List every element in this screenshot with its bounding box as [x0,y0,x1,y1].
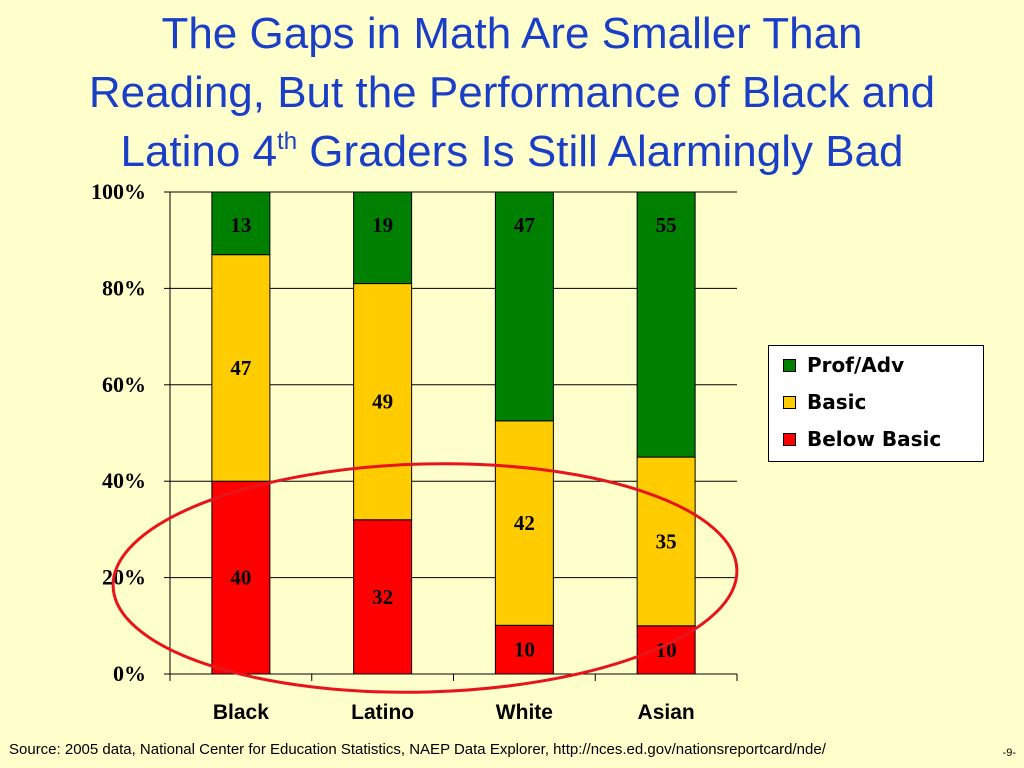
bar-segment-prof-adv [636,191,696,458]
legend-label: Prof/Adv [807,353,905,377]
title-line-1: The Gaps in Math Are Smaller Than [161,9,863,58]
data-label: 42 [514,511,535,535]
data-label: 35 [656,529,677,553]
legend-label: Below Basic [807,427,942,451]
x-category-label: Latino [351,701,414,724]
legend-swatch [783,433,796,446]
bar-segment-below-basic [353,519,413,675]
y-tick-label: 20% [102,565,146,590]
data-label: 47 [514,213,535,237]
data-label: 13 [230,213,251,237]
bar-segment-prof-adv [211,191,271,256]
chart-legend: Prof/Adv Basic Below Basic [768,345,984,462]
title-line-3: Latino 4th Graders Is Still Alarmingly B… [120,127,904,176]
legend-swatch [783,396,796,409]
axes: 0% 20% 40% 60% 80% 100% Black Latino White Asian [91,179,738,724]
data-label: 49 [372,390,393,414]
y-tick-label: 40% [102,468,146,493]
x-category-label: Black [213,701,269,724]
highlight-ellipse [111,462,739,694]
y-tick-label: 0% [113,661,146,686]
page-number: -9- [1002,747,1016,759]
legend-swatch [783,359,796,372]
bar-segment-basic [211,254,271,482]
x-category-label: Asian [638,701,695,724]
bars [211,191,696,675]
bar-segment-basic [494,420,554,626]
slide-title: The Gaps in Math Are Smaller Than Readin… [0,4,1024,188]
data-label: 47 [230,356,251,380]
title-line-2: Reading, But the Performance of Black an… [88,68,936,117]
x-category-label: White [496,701,553,724]
source-note: Source: 2005 data, National Center for E… [9,741,826,758]
title-superscript: th [277,128,298,155]
bar-segment-below-basic [494,624,554,675]
bar-segment-prof-adv [353,191,413,285]
bar-segment-prof-adv [494,191,554,422]
bar-segment-basic [636,456,696,627]
data-label: 40 [230,566,251,590]
legend-label: Basic [807,390,867,414]
data-label: 32 [372,585,393,609]
annotations [111,462,739,694]
y-tick-label: 100% [91,179,146,204]
data-label: 19 [372,213,393,237]
data-label: 55 [656,213,677,237]
y-tick-label: 80% [102,275,146,300]
data-label: 10 [514,638,535,662]
y-tick-label: 60% [102,372,146,397]
bar-segment-basic [353,283,413,521]
